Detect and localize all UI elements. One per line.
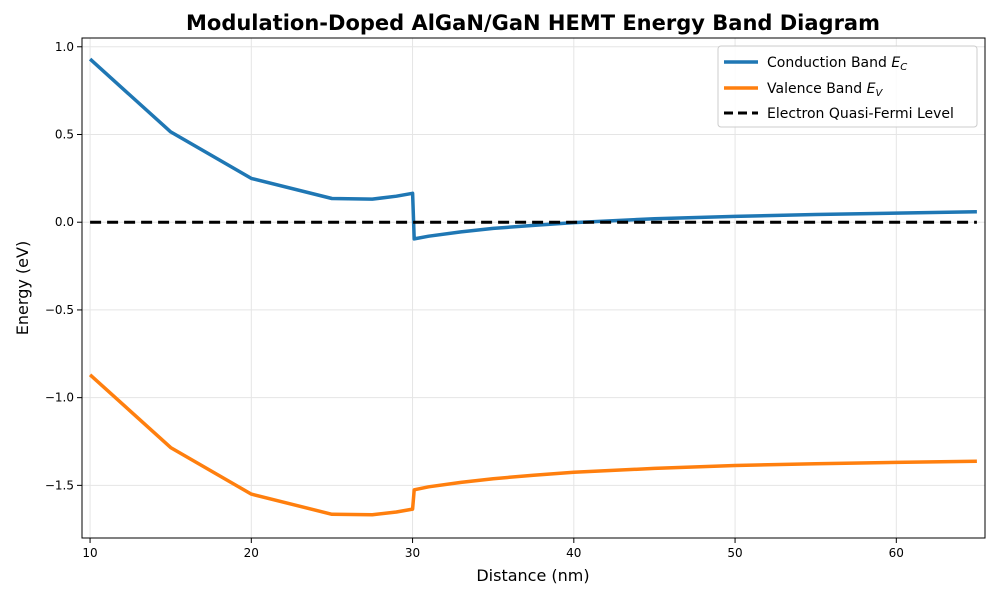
y-axis-label: Energy (eV) — [13, 241, 32, 335]
x-axis-label: Distance (nm) — [476, 566, 589, 585]
x-tick-label: 60 — [889, 546, 904, 560]
chart-title: Modulation-Doped AlGaN/GaN HEMT Energy B… — [186, 11, 880, 35]
legend-label-conduction: Conduction Band EC — [767, 55, 907, 73]
y-tick-label: 1.0 — [55, 40, 74, 54]
x-tick-label: 10 — [82, 546, 97, 560]
y-tick-label: 0.0 — [55, 215, 74, 229]
legend-label-fermi: Electron Quasi-Fermi Level — [767, 106, 954, 122]
y-tick-label: 0.5 — [55, 127, 74, 141]
x-axis-ticks: 10 20 30 40 50 60 — [82, 538, 904, 560]
conduction-band-line — [88, 57, 977, 241]
legend-label-valence: Valence Band EV — [767, 81, 883, 99]
x-tick-label: 30 — [405, 546, 420, 560]
valence-band-line — [88, 373, 977, 517]
y-axis-ticks: 1.0 0.5 0.0 −0.5 −1.0 −1.5 — [45, 40, 82, 492]
x-tick-label: 40 — [566, 546, 581, 560]
legend-box — [717, 45, 978, 128]
plot-frame — [81, 37, 986, 539]
legend: Conduction Band EC Valence Band EV Elect… — [717, 45, 978, 128]
x-tick-label: 50 — [727, 546, 742, 560]
x-tick-label: 20 — [244, 546, 259, 560]
series-lines — [88, 57, 977, 517]
y-tick-label: −1.5 — [45, 478, 74, 492]
y-tick-label: −0.5 — [45, 303, 74, 317]
y-tick-label: −1.0 — [45, 391, 74, 405]
